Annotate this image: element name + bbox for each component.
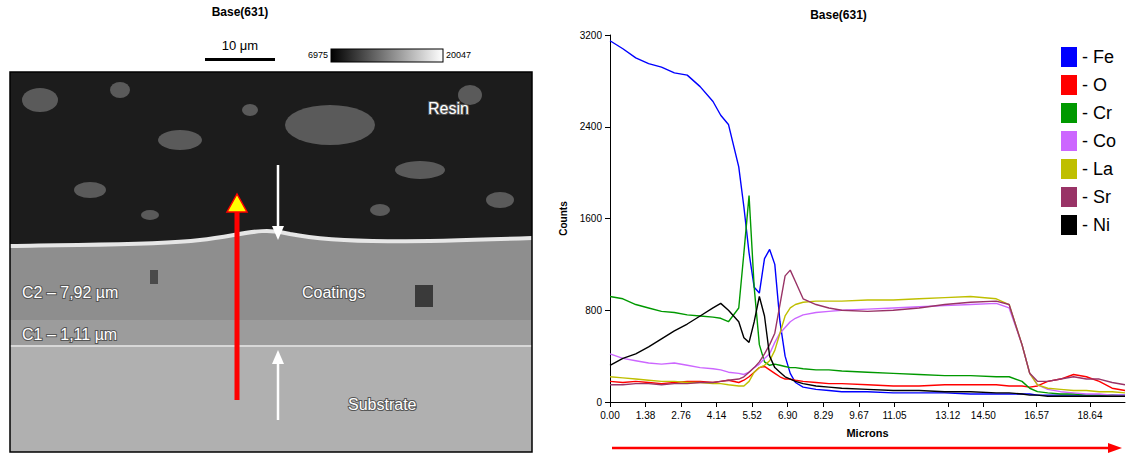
svg-text:2.76: 2.76 [671, 410, 691, 421]
svg-text:Substrate: Substrate [348, 396, 417, 413]
svg-text:Microns: Microns [846, 427, 888, 439]
svg-text:Base(631): Base(631) [212, 5, 269, 19]
svg-text:- Co: - Co [1082, 131, 1116, 151]
svg-text:4.14: 4.14 [707, 410, 727, 421]
svg-text:8.29: 8.29 [814, 410, 834, 421]
svg-text:2400: 2400 [580, 121, 603, 132]
svg-text:1600: 1600 [580, 213, 603, 224]
svg-text:- O: - O [1082, 75, 1107, 95]
svg-text:800: 800 [585, 305, 602, 316]
svg-text:Counts: Counts [558, 201, 569, 236]
svg-text:- Ni: - Ni [1082, 215, 1110, 235]
svg-text:- La: - La [1082, 159, 1114, 179]
svg-text:16.57: 16.57 [1024, 410, 1049, 421]
svg-text:0.00: 0.00 [600, 410, 620, 421]
svg-text:Coatings: Coatings [302, 284, 365, 301]
svg-text:13.12: 13.12 [935, 410, 960, 421]
svg-text:Base(631): Base(631) [810, 8, 867, 22]
svg-text:18.64: 18.64 [1077, 410, 1102, 421]
svg-text:- Sr: - Sr [1082, 187, 1111, 207]
svg-text:6975: 6975 [308, 50, 328, 60]
svg-text:C1 – 1,11 µm: C1 – 1,11 µm [22, 326, 117, 343]
svg-text:C2 – 7,92 µm: C2 – 7,92 µm [22, 284, 118, 301]
svg-text:- Fe: - Fe [1082, 47, 1114, 67]
svg-text:20047: 20047 [446, 50, 471, 60]
svg-text:14.50: 14.50 [971, 410, 996, 421]
svg-text:9.67: 9.67 [849, 410, 869, 421]
svg-text:11.05: 11.05 [882, 410, 907, 421]
svg-text:6.90: 6.90 [778, 410, 798, 421]
svg-text:5.52: 5.52 [742, 410, 762, 421]
svg-text:0: 0 [596, 397, 602, 408]
svg-text:10 μm: 10 μm [222, 38, 258, 53]
svg-text:Resin: Resin [428, 100, 469, 117]
svg-text:- Cr: - Cr [1082, 103, 1112, 123]
svg-text:3200: 3200 [580, 30, 603, 41]
svg-text:1.38: 1.38 [636, 410, 656, 421]
